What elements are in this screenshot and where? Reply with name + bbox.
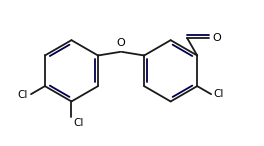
Text: Cl: Cl [213, 89, 224, 99]
Text: O: O [213, 33, 221, 43]
Text: Cl: Cl [18, 90, 28, 100]
Text: O: O [117, 38, 125, 48]
Text: Cl: Cl [74, 118, 84, 128]
